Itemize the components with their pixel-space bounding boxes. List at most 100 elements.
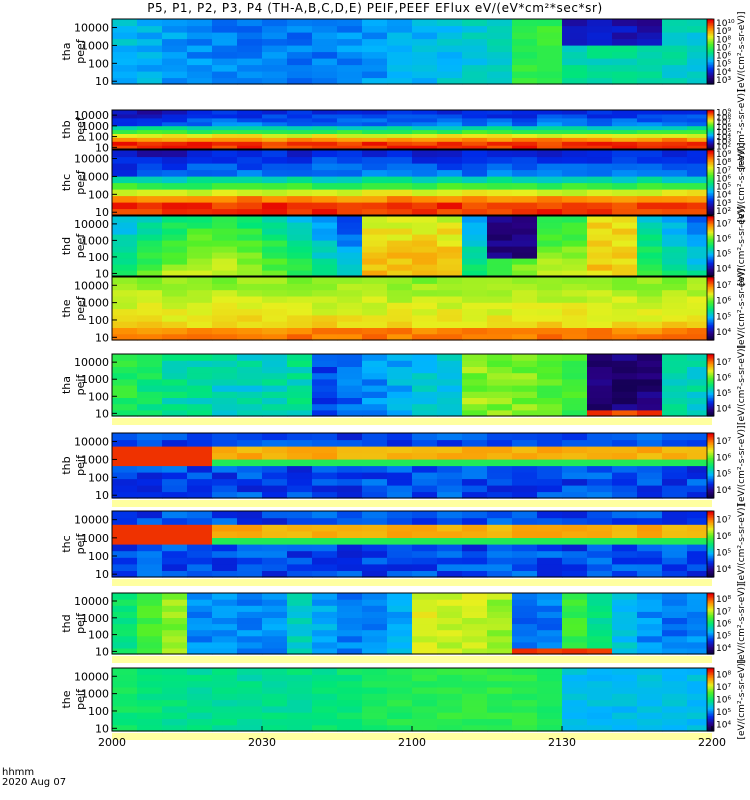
heatmap-cell [137, 605, 163, 612]
heatmap-cell [637, 125, 663, 131]
colorbar-segment [707, 228, 714, 231]
heatmap-cell [137, 176, 163, 184]
heatmap-cell [662, 71, 688, 79]
heatmap-cell [162, 366, 188, 374]
heatmap-cell [587, 117, 613, 123]
heatmap-cell [487, 45, 513, 53]
heatmap-cell [412, 378, 438, 386]
heatmap-cell [487, 222, 513, 229]
heatmap-cell [237, 25, 263, 33]
heatmap-cell [212, 314, 238, 322]
heatmap-cell [637, 240, 663, 247]
heatmap-cell [562, 537, 588, 545]
heatmap-cell [687, 705, 713, 713]
colorbar-segment [707, 565, 714, 568]
heatmap-cell [512, 378, 538, 386]
heatmap-cell [337, 599, 363, 606]
heatmap-cell [237, 459, 263, 467]
colorbar-tick-label: 10⁷ [716, 683, 731, 693]
heatmap-cell [112, 385, 138, 392]
heatmap-cell [537, 617, 563, 625]
heatmap-cell [162, 699, 188, 707]
heatmap-cell [137, 570, 163, 578]
heatmap-cell [412, 647, 438, 655]
heatmap-cell [387, 465, 413, 473]
heatmap-cell [137, 246, 163, 253]
heatmap-cell [562, 169, 588, 177]
colorbar-segment [707, 128, 714, 131]
heatmap-cell [412, 163, 438, 171]
heatmap-cell [562, 208, 588, 216]
heatmap-cell [137, 64, 163, 72]
heatmap-cell [612, 718, 638, 726]
heatmap-cell [337, 156, 363, 164]
colorbar-segment [707, 217, 714, 220]
heatmap-cell [662, 150, 688, 158]
heatmap-cell [487, 403, 513, 411]
heatmap-cell [237, 550, 263, 558]
heatmap-cell [487, 372, 513, 380]
heatmap-cell [512, 354, 538, 361]
heatmap-cell [112, 693, 138, 701]
heatmap-cell [237, 228, 263, 235]
heatmap-cell [512, 202, 538, 210]
heatmap-cell [512, 182, 538, 190]
heatmap-cell [237, 129, 263, 134]
heatmap-cell [287, 295, 313, 303]
heatmap-cell [337, 699, 363, 707]
heatmap-cell [187, 446, 213, 454]
heatmap-cell [437, 77, 463, 85]
heatmap-cell [512, 433, 538, 441]
colorbar-segment [707, 626, 714, 629]
heatmap-cell [562, 246, 588, 253]
heatmap-cell [162, 439, 188, 447]
heatmap-cell [612, 327, 638, 335]
colorbar-segment [707, 649, 714, 652]
heatmap-cell [362, 647, 388, 655]
x-axis-label: hhmm [2, 767, 35, 778]
heatmap-cell [412, 550, 438, 558]
heatmap-cell [187, 121, 213, 127]
heatmap-cell [337, 169, 363, 177]
colorbar-segment [707, 246, 714, 249]
heatmap-cell [437, 686, 463, 694]
heatmap-cell [687, 623, 713, 631]
heatmap-cell [487, 366, 513, 374]
colorbar-segment [707, 125, 714, 128]
heatmap-cell [662, 472, 688, 480]
heatmap-cell [687, 693, 713, 701]
heatmap-cell [312, 145, 338, 150]
heatmap-cell [612, 478, 638, 486]
heatmap-cell [187, 246, 213, 253]
heatmap-cell [187, 385, 213, 392]
heatmap-cell [412, 465, 438, 473]
heatmap-cell [312, 433, 338, 441]
heatmap-cell [237, 372, 263, 380]
heatmap-cell [387, 366, 413, 374]
heatmap-cell [162, 240, 188, 247]
heatmap-cell [437, 629, 463, 637]
colorbar-segment [707, 117, 714, 120]
heatmap-cell [637, 439, 663, 447]
heatmap-cell [137, 121, 163, 127]
heatmap-cell [312, 530, 338, 538]
heatmap-cell [537, 472, 563, 480]
heatmap-cell [537, 182, 563, 190]
heatmap-cell [562, 51, 588, 59]
heatmap-cell [662, 668, 688, 675]
heatmap-cell [587, 409, 613, 417]
heatmap-cell [512, 635, 538, 643]
heatmap-cell [212, 289, 238, 297]
heatmap-cell [187, 216, 213, 223]
heatmap-cell [587, 327, 613, 335]
colorbar-segment [707, 609, 714, 612]
heatmap-cell [387, 129, 413, 134]
heatmap-cell [212, 524, 238, 532]
heatmap-cell [312, 169, 338, 177]
heatmap-cell [162, 129, 188, 134]
heatmap-cell [262, 623, 288, 631]
colorbar-segment [707, 540, 714, 543]
heatmap-cell [637, 216, 663, 223]
colorbar-segment [707, 468, 714, 471]
